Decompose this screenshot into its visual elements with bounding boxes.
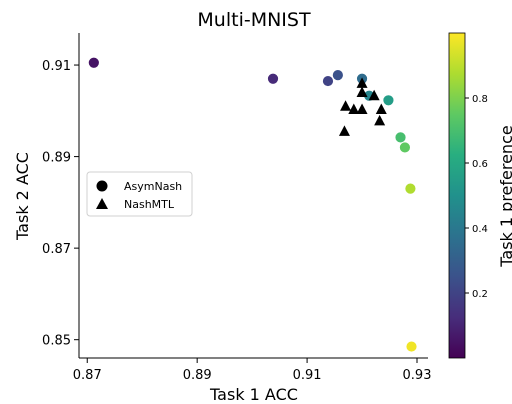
colorbar-ticks: 0.2 0.4 0.6 0.8 — [465, 94, 488, 300]
asymnash-point — [404, 182, 417, 195]
plot-points — [87, 56, 418, 353]
x-tick-label: 0.89 — [183, 368, 212, 383]
colorbar-label: Task 1 preference — [497, 125, 512, 267]
colorbar-tick-label: 0.8 — [472, 94, 488, 105]
nashmtl-point — [338, 125, 350, 136]
x-axis-ticks: 0.87 0.89 0.91 0.93 — [73, 358, 432, 383]
legend-asymnash-label: AsymNash — [124, 180, 182, 193]
nashmtl-point — [340, 100, 352, 111]
nashmtl-point — [348, 103, 360, 114]
asymnash-point — [267, 72, 279, 85]
asymnash-point — [322, 75, 334, 87]
nashmtl-point — [368, 89, 380, 101]
colorbar-tick-label: 0.6 — [472, 159, 488, 170]
asymnash-point — [394, 131, 407, 144]
legend-nashmtl-marker — [96, 198, 108, 209]
x-tick-label: 0.91 — [293, 368, 322, 383]
y-axis-ticks: 0.85 0.87 0.89 0.91 — [42, 59, 79, 349]
nashmtl-point — [375, 103, 387, 114]
y-tick-label: 0.87 — [42, 242, 71, 257]
asymnash-point — [382, 94, 395, 107]
y-tick-label: 0.85 — [42, 334, 71, 349]
chart-title: Multi-MNIST — [197, 9, 311, 31]
nashmtl-point — [356, 77, 368, 88]
legend-asymnash-marker — [96, 180, 108, 192]
x-axis-label: Task 1 ACC — [209, 385, 298, 404]
nashmtl-point — [374, 114, 386, 126]
y-tick-label: 0.91 — [42, 59, 71, 74]
y-tick-label: 0.89 — [42, 151, 71, 166]
colorbar-tick-label: 0.2 — [472, 289, 488, 300]
y-axis-label: Task 2 ACC — [13, 152, 32, 241]
colorbar-gradient — [448, 32, 466, 359]
asymnash-point — [399, 141, 411, 154]
nashmtl-point — [356, 103, 368, 114]
x-tick-label: 0.87 — [73, 368, 102, 383]
colorbar: 0.2 0.4 0.6 0.8 Task 1 preference — [448, 32, 512, 359]
colorbar-tick-label: 0.4 — [472, 224, 488, 235]
legend-nashmtl-label: NashMTL — [124, 198, 175, 211]
legend: AsymNash NashMTL — [86, 171, 193, 217]
asymnash-point — [405, 340, 418, 353]
nashmtl-point — [356, 86, 368, 98]
asymnash-point — [331, 69, 344, 82]
asymnash-point — [87, 56, 100, 69]
x-tick-label: 0.93 — [403, 368, 432, 383]
legend-frame — [86, 171, 193, 217]
